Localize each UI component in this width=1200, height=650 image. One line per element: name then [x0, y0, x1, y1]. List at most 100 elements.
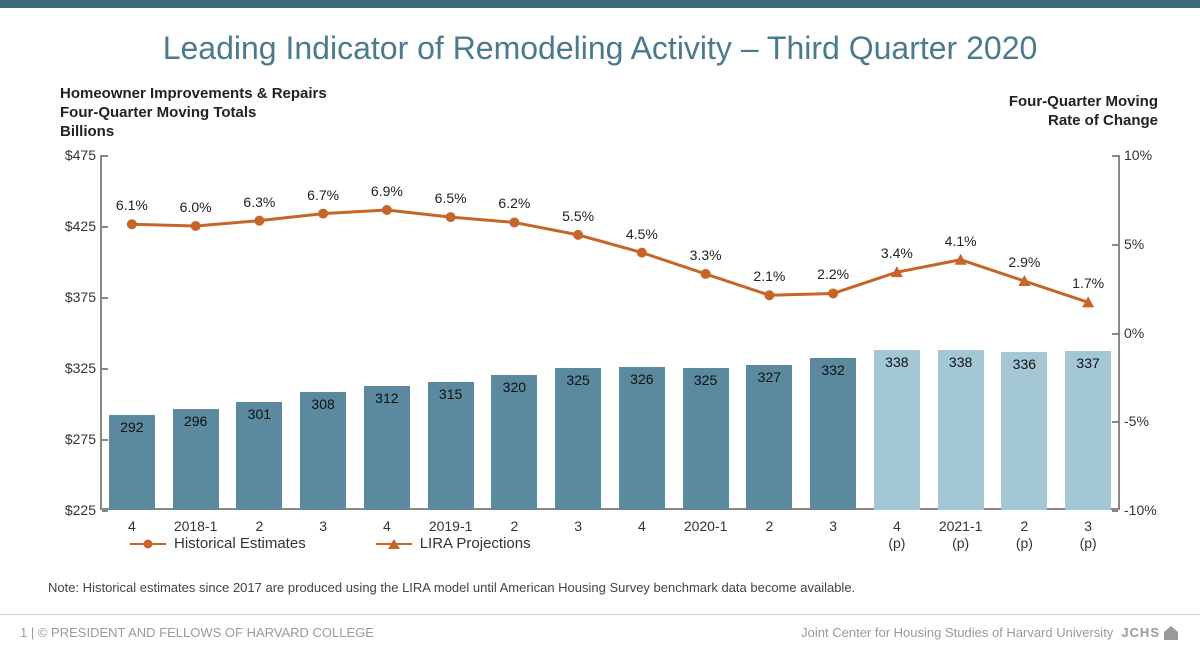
pct-label: 4.1%: [945, 233, 977, 249]
bar-historical: 325: [683, 368, 729, 510]
bar-historical: 327: [746, 365, 792, 510]
x-axis-label: 3: [829, 518, 837, 535]
bar-value-label: 338: [885, 354, 908, 370]
pct-label: 6.3%: [243, 193, 275, 209]
bar-historical: 312: [364, 386, 410, 510]
x-axis-label: 4: [638, 518, 646, 535]
bar-value-label: 326: [630, 371, 653, 387]
bar-slot: 3252020-1: [674, 155, 738, 510]
y-left-tick: $475: [65, 147, 102, 163]
pct-label: 2.1%: [753, 268, 785, 284]
bar-value-label: 320: [503, 379, 526, 395]
bar-value-label: 332: [821, 362, 844, 378]
bar-historical: 301: [236, 402, 282, 510]
circle-marker-icon: [144, 539, 153, 548]
bar-value-label: 292: [120, 419, 143, 435]
x-axis-label: 2021-1 (p): [939, 518, 983, 552]
house-icon: [1162, 624, 1180, 642]
x-axis-label: 2: [255, 518, 263, 535]
bar-value-label: 296: [184, 413, 207, 429]
bar-slot: 3264: [610, 155, 674, 510]
y-right-axis-label: Four-Quarter Moving Rate of Change: [1009, 93, 1158, 131]
legend-label: Historical Estimates: [174, 535, 306, 552]
jchs-logo: JCHS: [1121, 624, 1180, 642]
y-right-tick: -10%: [1118, 502, 1157, 518]
y-left-tick: $425: [65, 218, 102, 234]
footer-left: 1 | © PRESIDENT AND FELLOWS OF HARVARD C…: [20, 625, 374, 640]
x-axis-label: 3 (p): [1080, 518, 1097, 552]
x-axis-label: 2019-1: [429, 518, 473, 535]
y-left-tick: $375: [65, 289, 102, 305]
pct-label: 6.9%: [371, 183, 403, 199]
bar-historical: 326: [619, 367, 665, 510]
bar-projection: 337: [1065, 351, 1111, 510]
x-axis-label: 2 (p): [1016, 518, 1033, 552]
bar-projection: 336: [1001, 352, 1047, 510]
y-left-tick: $225: [65, 502, 102, 518]
footnote: Note: Historical estimates since 2017 ar…: [48, 580, 855, 595]
bar-historical: 296: [173, 409, 219, 510]
footer: 1 | © PRESIDENT AND FELLOWS OF HARVARD C…: [0, 614, 1200, 650]
y-left-tick: $325: [65, 360, 102, 376]
y-left-axis-label: Homeowner Improvements & Repairs Four-Qu…: [60, 85, 327, 141]
pct-label: 6.5%: [435, 190, 467, 206]
y-right-tick: 5%: [1118, 236, 1144, 252]
plot-region: $225$275$325$375$425$475 -10%-5%0%5%10% …: [100, 155, 1120, 510]
legend: Historical Estimates LIRA Projections: [130, 535, 531, 552]
legend-line-icon: [130, 543, 166, 545]
bar-slot: 3323: [801, 155, 865, 510]
pct-label: 5.5%: [562, 208, 594, 224]
y-left-tick: $275: [65, 431, 102, 447]
pct-label: 2.2%: [817, 266, 849, 282]
bar-historical: 332: [810, 358, 856, 510]
bar-slot: 3272: [738, 155, 802, 510]
pct-label: 2.9%: [1008, 254, 1040, 270]
footer-right: Joint Center for Housing Studies of Harv…: [801, 624, 1180, 642]
pct-label: 1.7%: [1072, 275, 1104, 291]
chart-area: Homeowner Improvements & Repairs Four-Qu…: [0, 75, 1200, 650]
chart-title: Leading Indicator of Remodeling Activity…: [0, 30, 1200, 67]
legend-label: LIRA Projections: [420, 535, 531, 552]
pct-label: 3.3%: [690, 247, 722, 263]
bar-value-label: 325: [694, 372, 717, 388]
pct-label: 4.5%: [626, 225, 658, 241]
bar-historical: 315: [428, 382, 474, 510]
x-axis-label: 2: [510, 518, 518, 535]
x-axis-label: 4: [383, 518, 391, 535]
x-axis-label: 2020-1: [684, 518, 728, 535]
bar-value-label: 315: [439, 386, 462, 402]
bar-projection: 338: [874, 350, 920, 510]
legend-item-historical: Historical Estimates: [130, 535, 306, 552]
y-right-tick: 0%: [1118, 325, 1144, 341]
bar-projection: 338: [938, 350, 984, 510]
bar-slot: 3373 (p): [1056, 155, 1120, 510]
bar-value-label: 327: [758, 369, 781, 385]
pct-label: 3.4%: [881, 245, 913, 261]
pct-label: 6.2%: [498, 195, 530, 211]
bar-value-label: 312: [375, 390, 398, 406]
bar-historical: 308: [300, 392, 346, 510]
pct-label: 6.1%: [116, 197, 148, 213]
bar-value-label: 308: [311, 396, 334, 412]
bar-value-label: 338: [949, 354, 972, 370]
bar-value-label: 337: [1076, 355, 1099, 371]
triangle-marker-icon: [388, 539, 400, 549]
y-right-tick: -5%: [1118, 413, 1149, 429]
bar-slot: 3382021-1 (p): [929, 155, 993, 510]
legend-line-icon: [376, 543, 412, 545]
bar-value-label: 336: [1013, 356, 1036, 372]
bar-slot: 3083: [291, 155, 355, 510]
bar-slot: 3362 (p): [993, 155, 1057, 510]
top-accent-bar: [0, 0, 1200, 8]
bar-slot: 3124: [355, 155, 419, 510]
x-axis-label: 3: [574, 518, 582, 535]
legend-item-projections: LIRA Projections: [376, 535, 531, 552]
pct-label: 6.0%: [180, 199, 212, 215]
bar-historical: 292: [109, 415, 155, 510]
y-right-tick: 10%: [1118, 147, 1152, 163]
bar-value-label: 325: [566, 372, 589, 388]
bar-historical: 325: [555, 368, 601, 510]
bar-slot: 3384 (p): [865, 155, 929, 510]
x-axis-label: 2: [765, 518, 773, 535]
bar-value-label: 301: [248, 406, 271, 422]
